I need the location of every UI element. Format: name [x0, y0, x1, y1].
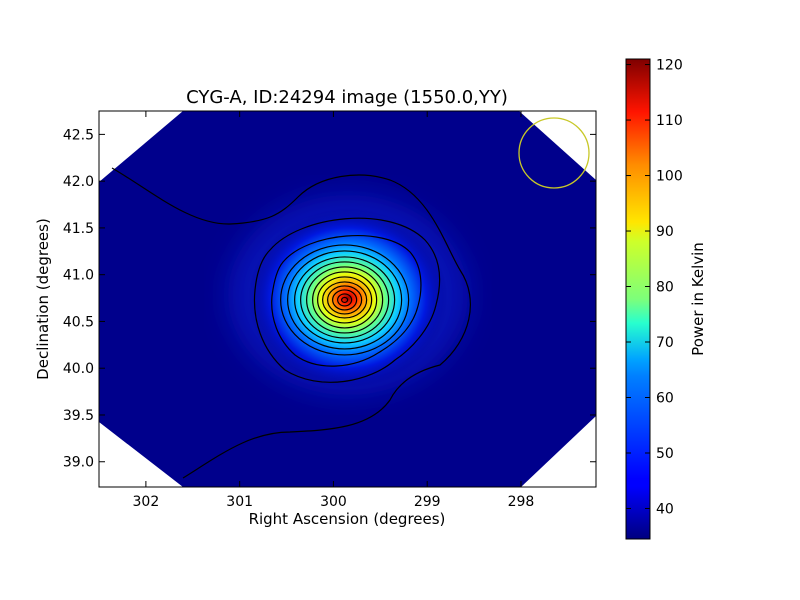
- colorbar-tick-label: 120: [656, 58, 683, 74]
- y-tick-label: 39.0: [63, 455, 94, 471]
- colorbar-label: Power in Kelvin: [689, 242, 707, 356]
- contour-ring: [306, 266, 384, 334]
- contour-2: [271, 235, 422, 367]
- colorbar-tick-label: 40: [656, 501, 674, 517]
- y-tick-label: 40.5: [63, 314, 94, 330]
- x-axis-label: Right Ascension (degrees): [249, 510, 446, 528]
- x-tick-label: 298: [508, 494, 535, 510]
- y-tick-label: 41.5: [63, 221, 94, 237]
- beam-circle: [518, 117, 590, 189]
- x-tick-label: 301: [226, 494, 253, 510]
- colorbar-tick-label: 110: [656, 113, 683, 129]
- contour-ring: [327, 285, 363, 315]
- y-axis-ticks: 39.0 39.5 40.0 40.5 41.0 41.5 42.0 42.5: [63, 127, 596, 471]
- contour-ring: [332, 289, 358, 311]
- x-tick-label: 300: [320, 494, 347, 510]
- y-tick-label: 42.5: [63, 127, 94, 143]
- colorbar-fill: [625, 58, 651, 540]
- contour-ring: [312, 271, 378, 329]
- contour-lines: [111, 167, 471, 479]
- y-tick-label: 42.0: [63, 174, 94, 190]
- chart-title: CYG-A, ID:24294 image (1550.0,YY): [186, 87, 508, 108]
- contour-ring: [294, 256, 396, 344]
- y-tick-label: 40.0: [63, 361, 94, 377]
- contour-ring: [287, 250, 403, 350]
- y-tick-label: 41.0: [63, 268, 94, 284]
- contour-ring: [280, 244, 410, 356]
- source-core: [248, 208, 448, 388]
- contour-ring: [341, 296, 349, 304]
- colorbar-ticks: 40 50 60 70 80 90 100 110 120: [626, 58, 683, 517]
- colorbar-tick-label: 70: [656, 335, 674, 351]
- plot-frame: [98, 110, 597, 488]
- colorbar-tick-label: 80: [656, 280, 674, 296]
- contour-ring: [322, 281, 368, 319]
- y-tick-label: 39.5: [63, 408, 94, 424]
- x-axis-ticks: 302 301 300 299 298: [133, 111, 535, 510]
- x-tick-label: 302: [133, 494, 160, 510]
- colorbar-tick-label: 90: [656, 224, 674, 240]
- colorbar-tick-label: 50: [656, 446, 674, 462]
- colorbar-tick-label: 100: [656, 169, 683, 185]
- contour-outer-upper: [111, 167, 471, 479]
- heatmap-area: [99, 111, 596, 487]
- contour-1: [253, 217, 441, 383]
- contour-ring: [300, 261, 390, 339]
- colorbar: 40 50 60 70 80 90 100 110 120 Power in Kelvin: [625, 58, 707, 540]
- y-axis-label: Declination (degrees): [34, 218, 52, 380]
- x-tick-label: 299: [414, 494, 441, 510]
- contour-ring: [317, 276, 373, 324]
- contour-ring: [337, 293, 353, 307]
- colorbar-tick-label: 60: [656, 390, 674, 406]
